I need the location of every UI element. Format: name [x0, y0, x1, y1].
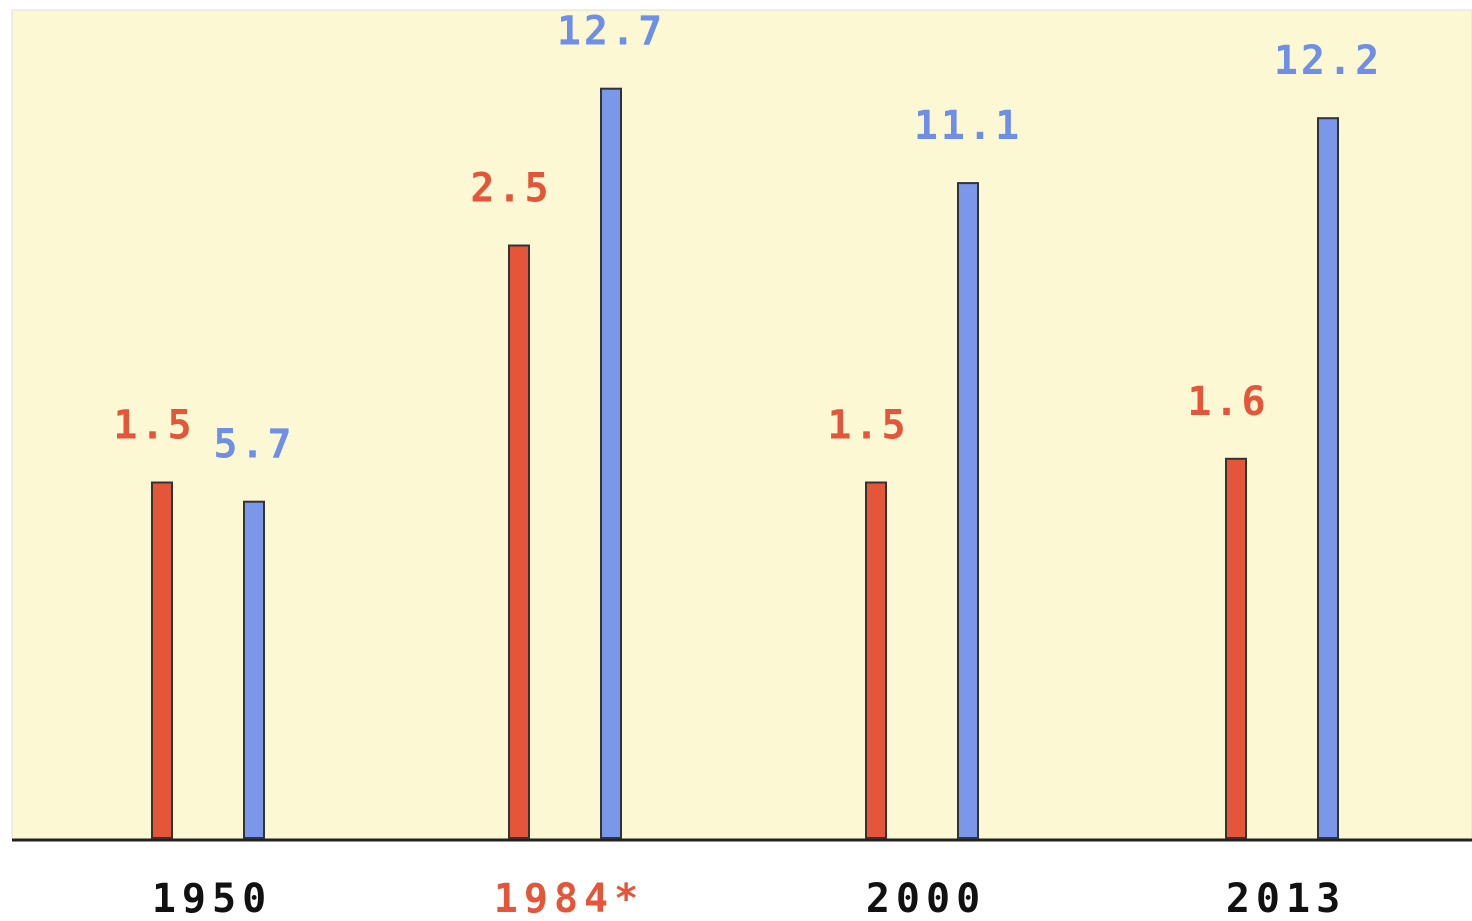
bar-series2-2013 — [1317, 117, 1339, 839]
x-tick-label-1984: 1984* — [494, 876, 644, 916]
value-label-series1-1950: 1.5 — [113, 403, 194, 449]
x-tick-label-2013: 2013 — [1226, 876, 1346, 916]
bar-series1-1984 — [508, 244, 530, 839]
bar-series1-2013 — [1225, 457, 1247, 839]
value-label-series2-1950: 5.7 — [213, 422, 294, 468]
bar-series2-1984 — [600, 87, 622, 839]
bar-series1-2000 — [865, 481, 887, 839]
value-label-series1-2000: 1.5 — [827, 403, 908, 449]
x-tick-labels-layer: 1950 1984* 2000 2013 — [152, 876, 1346, 921]
bar-series2-1950 — [243, 500, 265, 839]
value-label-series2-2013: 12.2 — [1274, 38, 1382, 84]
value-label-series2-1984: 12.7 — [557, 9, 665, 55]
value-label-series1-1984: 2.5 — [470, 166, 551, 212]
x-tick-label-1950: 1950 — [152, 876, 272, 916]
bar-series1-1950 — [151, 481, 173, 839]
value-labels-layer: 1.5 2.5 1.5 1.6 5.7 12.7 11.1 12.2 — [113, 9, 1382, 468]
bars-layer — [151, 87, 1339, 840]
x-tick-label-2000: 2000 — [866, 876, 986, 916]
value-label-series2-2000: 11.1 — [914, 103, 1022, 149]
bar-series2-2000 — [957, 182, 979, 840]
value-label-series1-2013: 1.6 — [1187, 379, 1268, 425]
